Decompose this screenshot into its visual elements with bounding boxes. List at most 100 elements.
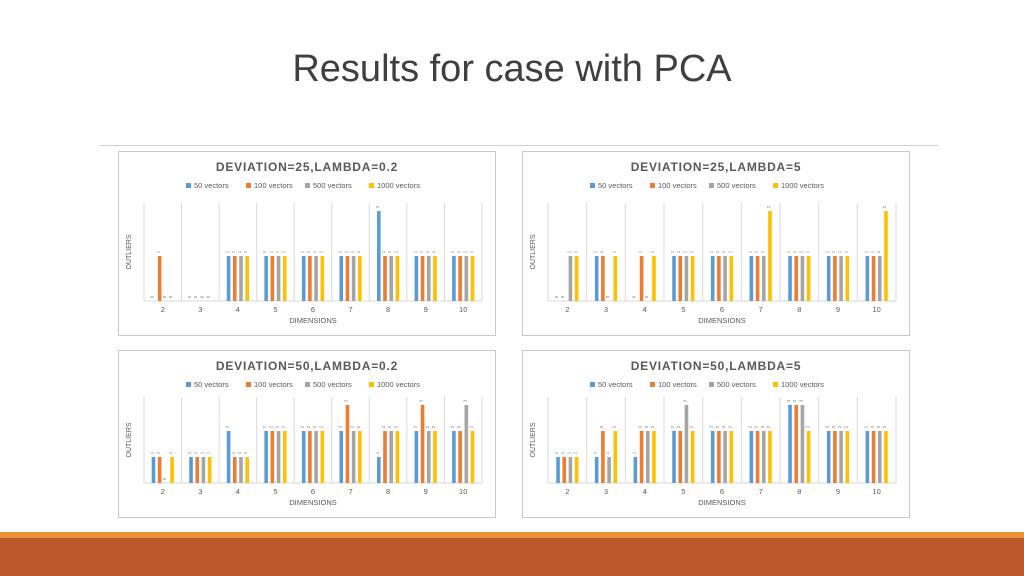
data-label: 0: [560, 295, 565, 298]
bar: [601, 256, 605, 301]
legend-label: 100 vectors: [254, 181, 293, 190]
data-label: 1: [281, 250, 286, 253]
data-label: 2: [882, 425, 887, 428]
data-label: 1: [237, 250, 242, 253]
data-label: 1: [387, 250, 392, 253]
bar: [320, 431, 325, 483]
bar: [568, 457, 573, 483]
data-label: 2: [863, 425, 868, 428]
chart-svg: DEVIATION=50,LAMBDA=5 50 vectors 100 vecto…: [530, 359, 897, 507]
bar: [613, 256, 618, 301]
data-label: 1: [168, 451, 173, 454]
chart-svg: DEVIATION=25,LAMBDA=0.2 50 vectors 100 vec…: [126, 160, 483, 325]
x-tick-label: 7: [348, 305, 352, 314]
data-label: 2: [268, 425, 273, 428]
bar: [351, 256, 356, 301]
legend-swatch: [186, 382, 191, 387]
data-label: 1: [431, 250, 436, 253]
data-label: 1: [356, 250, 361, 253]
legend-swatch: [709, 183, 714, 188]
bar: [639, 256, 644, 301]
chart-svg: DEVIATION=50,LAMBDA=0.2 50 vectors 100 vec…: [126, 359, 483, 507]
bar: [607, 457, 611, 483]
bar: [239, 256, 243, 301]
data-label: 0: [168, 295, 173, 298]
bar: [201, 457, 206, 483]
data-label: 1: [747, 250, 752, 253]
x-tick-label: 4: [643, 487, 647, 496]
y-axis-label: OUTLIERS: [126, 234, 133, 269]
bar: [768, 431, 772, 483]
data-label: 1: [831, 250, 836, 253]
data-label: 1: [156, 451, 161, 454]
data-label: 1: [593, 250, 598, 253]
x-tick-label: 2: [565, 487, 569, 496]
legend-swatch: [246, 183, 251, 188]
data-label: 1: [149, 451, 154, 454]
x-tick-label: 5: [681, 487, 685, 496]
bar: [845, 256, 850, 301]
bar: [556, 457, 560, 483]
bar: [270, 256, 275, 301]
bar: [845, 431, 850, 483]
data-label: 1: [199, 451, 204, 454]
data-label: 1: [275, 250, 280, 253]
bar: [458, 431, 462, 483]
data-label: 1: [206, 451, 211, 454]
data-label: 1: [262, 250, 267, 253]
bar: [884, 431, 888, 483]
data-label: 2: [356, 425, 361, 428]
data-label: 2: [611, 425, 616, 428]
bar: [877, 256, 882, 301]
data-label: 1: [187, 451, 192, 454]
data-label: 2: [882, 205, 887, 208]
bar: [794, 256, 799, 301]
bar: [470, 256, 475, 301]
bar: [320, 256, 325, 301]
data-label: 2: [306, 425, 311, 428]
title-divider: [99, 145, 938, 146]
bar: [833, 431, 837, 483]
bar: [865, 256, 870, 301]
x-tick-label: 4: [236, 487, 240, 496]
bar: [151, 457, 156, 483]
data-label: 0: [605, 295, 610, 298]
data-label: 2: [825, 425, 830, 428]
x-tick-label: 3: [604, 305, 608, 314]
bar: [464, 256, 469, 301]
legend-label: 50 vectors: [598, 380, 633, 389]
data-label: 2: [387, 425, 392, 428]
data-label: 2: [350, 425, 355, 428]
data-label: 1: [419, 250, 424, 253]
bar: [826, 256, 831, 301]
x-tick-label: 8: [797, 487, 801, 496]
data-label: 1: [566, 250, 571, 253]
bar: [717, 256, 721, 301]
legend-swatch: [709, 382, 714, 387]
bar: [871, 431, 876, 483]
data-label: 0: [193, 295, 198, 298]
bar: [452, 431, 456, 483]
bar: [301, 256, 306, 301]
bar: [562, 457, 567, 483]
bar: [645, 431, 650, 483]
data-label: 0: [187, 295, 192, 298]
bar: [232, 256, 237, 301]
bar: [245, 256, 249, 301]
bar: [226, 431, 231, 483]
bar: [865, 431, 870, 483]
bar: [568, 256, 573, 301]
data-label: 1: [760, 250, 765, 253]
footer-band: [0, 538, 1024, 576]
x-tick-label: 2: [565, 305, 569, 314]
data-label: 1: [306, 250, 311, 253]
data-label: 1: [231, 451, 236, 454]
bar: [377, 211, 381, 301]
data-label: 2: [709, 425, 714, 428]
bar: [414, 431, 419, 483]
bar: [684, 256, 689, 301]
data-label: 1: [337, 250, 342, 253]
legend-label: 500 vectors: [313, 181, 352, 190]
data-label: 1: [450, 250, 455, 253]
bar: [339, 431, 344, 483]
